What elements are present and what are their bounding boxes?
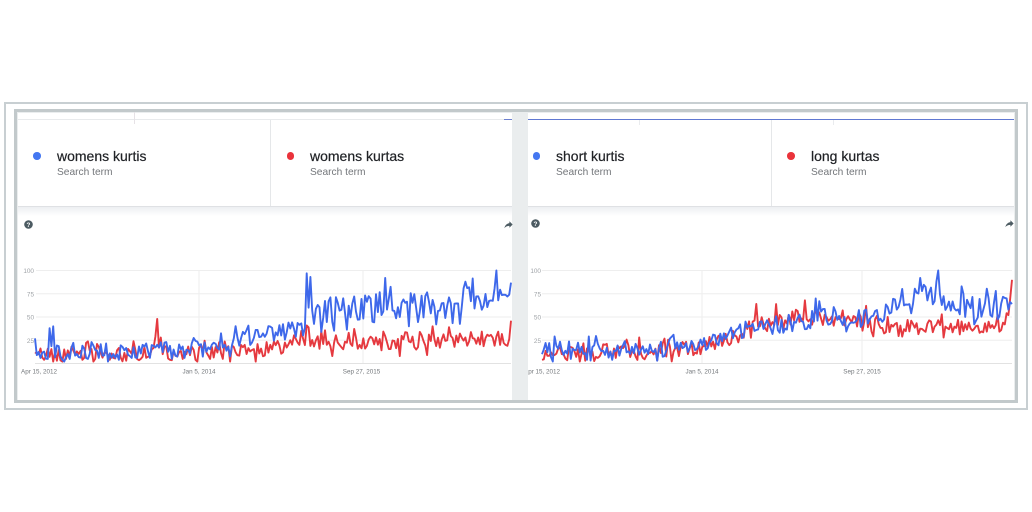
svg-text:75: 75 [534,291,542,298]
svg-text:50: 50 [534,315,542,322]
svg-text:Sep 27, 2015: Sep 27, 2015 [343,369,381,376]
svg-text:100: 100 [23,268,34,275]
svg-text:Jan 5, 2014: Jan 5, 2014 [686,369,719,376]
svg-text:50: 50 [27,315,35,322]
svg-text:100: 100 [530,268,541,275]
svg-text:Sep 27, 2015: Sep 27, 2015 [843,369,881,376]
svg-text:25: 25 [534,338,542,345]
svg-text:Apr 15, 2012: Apr 15, 2012 [21,369,58,376]
svg-text:25: 25 [27,338,35,345]
svg-text:Apr 15, 2012: Apr 15, 2012 [528,369,561,376]
svg-text:75: 75 [27,291,35,298]
svg-text:?: ? [26,222,30,229]
svg-text:Jan 5, 2014: Jan 5, 2014 [183,369,216,376]
svg-text:?: ? [534,221,538,228]
